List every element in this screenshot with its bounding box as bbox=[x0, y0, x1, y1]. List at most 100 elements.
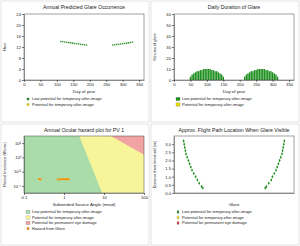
point bbox=[196, 178, 198, 181]
tick: 20 bbox=[16, 23, 24, 28]
point bbox=[184, 146, 186, 149]
tick-label: 350 bbox=[136, 82, 144, 87]
y-axis: 0102030405060 bbox=[166, 12, 174, 83]
tick-mark bbox=[172, 177, 174, 178]
tick: 60 bbox=[166, 12, 174, 17]
point bbox=[60, 41, 62, 43]
tick-label: 300 bbox=[270, 82, 278, 87]
legend-label: Hazard from Glare bbox=[32, 226, 66, 231]
tick: 50 bbox=[39, 80, 44, 87]
point bbox=[63, 178, 65, 180]
tick-label: 150 bbox=[220, 82, 228, 87]
point bbox=[74, 43, 76, 45]
point bbox=[268, 181, 270, 184]
tick-label: 40 bbox=[166, 34, 171, 39]
legend-label: Potential for temporary after-image bbox=[182, 102, 245, 107]
tick-mark bbox=[172, 14, 174, 15]
y-axis: 10⁻⁴10⁻²10⁰10² bbox=[14, 137, 25, 194]
point bbox=[280, 155, 282, 158]
point bbox=[59, 179, 61, 181]
tick-label: 12 bbox=[16, 45, 21, 50]
legend-swatch bbox=[27, 98, 30, 101]
tick: 24 bbox=[16, 12, 24, 17]
tick: 1.5 bbox=[165, 166, 174, 171]
tick: 10 bbox=[166, 67, 174, 72]
point bbox=[130, 42, 132, 44]
tick-label: 350 bbox=[286, 82, 294, 87]
tick-mark bbox=[172, 47, 174, 48]
legend-swatch bbox=[177, 210, 179, 214]
bar bbox=[203, 69, 204, 80]
tick: 16 bbox=[16, 34, 24, 39]
point bbox=[283, 139, 285, 142]
axis-line bbox=[24, 137, 25, 194]
legend: Low potential for temporary after-imageP… bbox=[27, 96, 103, 107]
bar bbox=[214, 71, 215, 80]
tick: 30 bbox=[166, 45, 174, 50]
bar bbox=[254, 70, 255, 80]
point bbox=[40, 179, 42, 181]
tick-label: 0 bbox=[19, 78, 22, 83]
tick-mark bbox=[22, 58, 24, 59]
tick-label: 200 bbox=[237, 82, 245, 87]
zone-area bbox=[24, 136, 144, 193]
tick-mark bbox=[172, 58, 174, 59]
legend-swatch bbox=[176, 97, 180, 100]
bar bbox=[270, 71, 271, 80]
plot-frame bbox=[174, 136, 294, 193]
tick-label: 10 bbox=[166, 67, 171, 72]
bar bbox=[200, 70, 201, 80]
point bbox=[282, 146, 284, 149]
point bbox=[265, 185, 267, 188]
legend-label: Low potential for temporary after-image bbox=[32, 96, 103, 101]
tick: 350 bbox=[286, 80, 294, 87]
tick-label: 10 bbox=[102, 195, 107, 200]
bar bbox=[195, 72, 196, 80]
tick: 0 bbox=[169, 78, 174, 83]
tick: 50 bbox=[166, 23, 174, 28]
tick-label: 1.5 bbox=[165, 166, 171, 171]
tick-mark bbox=[22, 36, 24, 37]
plot-frame bbox=[24, 136, 144, 193]
tick-mark bbox=[172, 193, 174, 194]
point bbox=[126, 42, 128, 44]
tick-mark bbox=[172, 169, 174, 170]
tick: 2.5 bbox=[165, 150, 174, 155]
tick-label: 50 bbox=[39, 82, 44, 87]
point bbox=[128, 42, 130, 44]
bar bbox=[190, 77, 191, 80]
zone-area bbox=[111, 136, 144, 155]
bar bbox=[208, 69, 209, 80]
legend: Low potential for temporary after-imageP… bbox=[176, 96, 253, 107]
tick-mark bbox=[172, 185, 174, 186]
tick-label: 4 bbox=[19, 67, 22, 72]
tick: 150 bbox=[70, 80, 78, 87]
chart-title: Annual Predicted Glare Occurrence bbox=[43, 4, 125, 10]
y-axis: 04812162024 bbox=[16, 12, 24, 83]
tick: 200 bbox=[237, 80, 245, 87]
point bbox=[57, 179, 59, 181]
tick-label: 0 bbox=[23, 82, 26, 87]
point bbox=[276, 165, 278, 168]
y-axis-title: Retinal Irradiance (W/cm²) bbox=[3, 142, 7, 187]
y-axis-title: Hour bbox=[3, 42, 7, 51]
bar bbox=[262, 69, 263, 80]
legend-swatch bbox=[177, 215, 179, 219]
tick: 100 bbox=[204, 80, 212, 87]
tick-mark bbox=[172, 69, 174, 70]
axis-line bbox=[175, 193, 295, 194]
tick-label: 300 bbox=[120, 82, 128, 87]
tick-label: 1.0 bbox=[165, 175, 171, 180]
y-axis-title: Minutes of glare bbox=[153, 33, 157, 60]
panel-background bbox=[151, 124, 299, 245]
tick-label: 2.5 bbox=[165, 150, 171, 155]
tick-mark bbox=[172, 144, 174, 145]
legend: Low potential for temporary after-imageP… bbox=[26, 209, 103, 231]
bar bbox=[267, 70, 268, 80]
bar bbox=[272, 72, 273, 80]
point bbox=[132, 41, 134, 43]
point bbox=[68, 42, 70, 44]
bar bbox=[247, 73, 248, 80]
tick-mark bbox=[172, 36, 174, 37]
point bbox=[68, 179, 70, 181]
